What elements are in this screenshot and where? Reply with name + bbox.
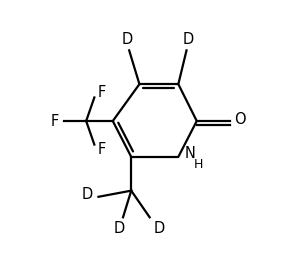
Text: D: D <box>183 32 194 47</box>
Text: F: F <box>98 142 106 157</box>
Text: D: D <box>114 221 125 236</box>
Text: F: F <box>51 114 59 128</box>
Text: D: D <box>122 32 133 47</box>
Text: H: H <box>194 157 203 171</box>
Text: D: D <box>153 221 164 236</box>
Text: D: D <box>82 187 93 202</box>
Text: O: O <box>234 113 246 127</box>
Text: F: F <box>98 85 106 100</box>
Text: N: N <box>185 146 196 161</box>
